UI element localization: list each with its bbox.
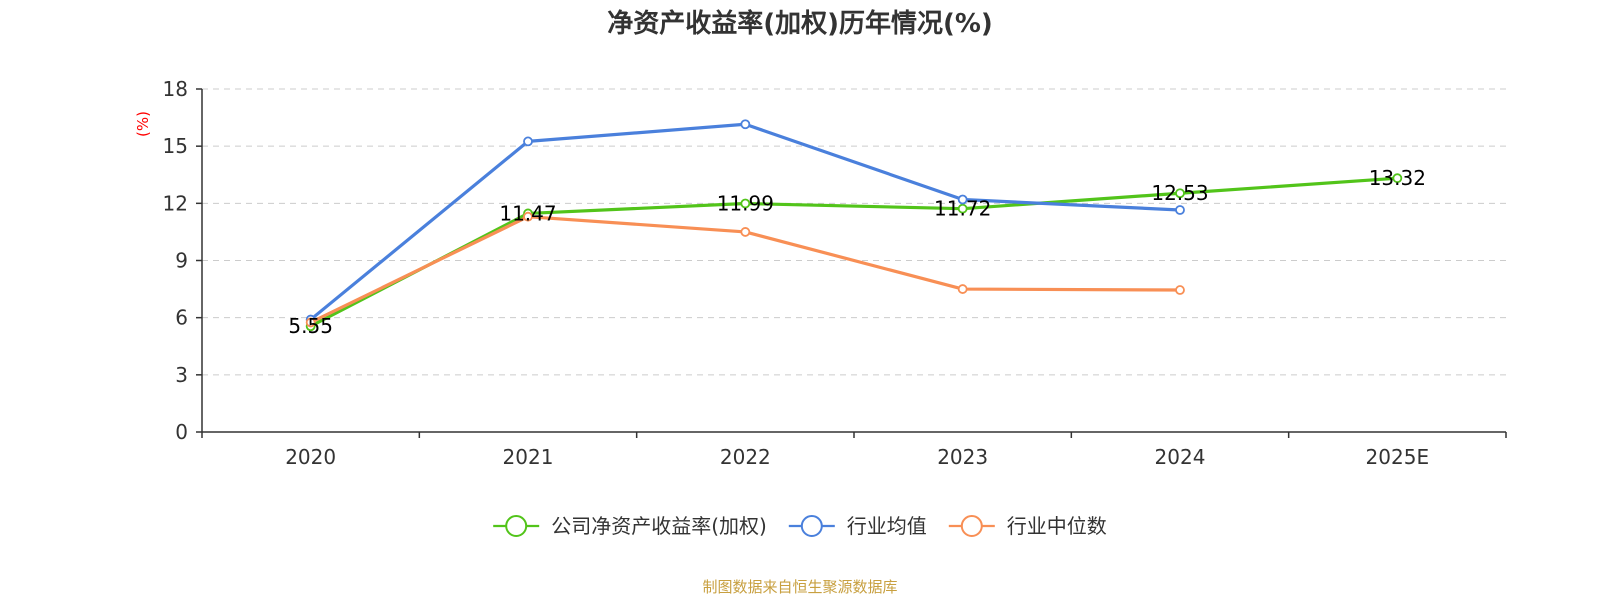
data-point xyxy=(1175,285,1185,295)
legend-item[interactable]: 公司净资产收益率(加权) xyxy=(493,514,767,538)
x-tick-label: 2022 xyxy=(720,445,771,469)
x-tick-label: 2023 xyxy=(937,445,988,469)
series-lines xyxy=(305,119,1403,332)
data-label: 5.55 xyxy=(288,314,333,338)
source-note: 制图数据来自恒生聚源数据库 xyxy=(702,578,897,596)
legend: 公司净资产收益率(加权) 行业均值 行业中位数 xyxy=(493,514,1107,538)
series-group xyxy=(305,211,1185,328)
data-point xyxy=(740,227,751,237)
x-tick-label: 2024 xyxy=(1155,445,1206,469)
y-tick-label: 3 xyxy=(175,363,188,387)
data-point xyxy=(740,198,751,209)
data-labels: 5.55 11.47 11.99 11.72 12.53 13.32 xyxy=(288,166,1426,338)
legend-circle-icon xyxy=(505,515,528,537)
data-point xyxy=(957,194,968,205)
data-point xyxy=(1392,173,1403,184)
legend-item[interactable]: 行业均值 xyxy=(788,514,927,538)
series-line xyxy=(309,176,1399,328)
data-point xyxy=(957,203,968,214)
legend-item[interactable]: 行业中位数 xyxy=(948,514,1107,538)
data-point xyxy=(1175,205,1185,215)
legend-circle-icon xyxy=(800,515,823,537)
data-label: 11.72 xyxy=(934,197,991,221)
y-axis-unit-label: (%) xyxy=(134,111,152,137)
legend-label: 行业均值 xyxy=(847,514,927,538)
axes: 0 3 6 9 12 15 18 2020 2021 2022 2023 2024 2025E xyxy=(163,77,1507,469)
y-tick-label: 0 xyxy=(175,420,188,444)
y-tick-label: 12 xyxy=(163,191,188,215)
x-tick-label: 2020 xyxy=(285,445,336,469)
legend-label: 行业中位数 xyxy=(1007,514,1107,538)
series-group xyxy=(305,173,1403,332)
grid-lines xyxy=(202,88,1506,376)
legend-circle-icon xyxy=(960,515,983,537)
data-point xyxy=(523,211,533,222)
chart-title: 净资产收益率(加权)历年情况(%) xyxy=(607,8,993,39)
data-point xyxy=(957,284,968,294)
series-group xyxy=(305,119,1185,325)
y-tick-label: 9 xyxy=(175,249,188,273)
y-tick-label: 15 xyxy=(163,134,188,158)
data-point xyxy=(523,136,533,147)
y-tick-label: 6 xyxy=(175,306,188,330)
data-label: 12.53 xyxy=(1151,181,1208,205)
x-tick-label: 2021 xyxy=(503,445,554,469)
data-point xyxy=(740,119,751,130)
data-point xyxy=(1175,188,1185,199)
y-tick-label: 18 xyxy=(163,77,188,101)
data-point xyxy=(305,317,316,328)
legend-label: 公司净资产收益率(加权) xyxy=(551,514,767,538)
data-label: 13.32 xyxy=(1369,166,1426,190)
x-tick-label: 2025E xyxy=(1366,445,1430,469)
data-label: 11.47 xyxy=(499,201,556,225)
data-label: 11.99 xyxy=(717,192,774,216)
